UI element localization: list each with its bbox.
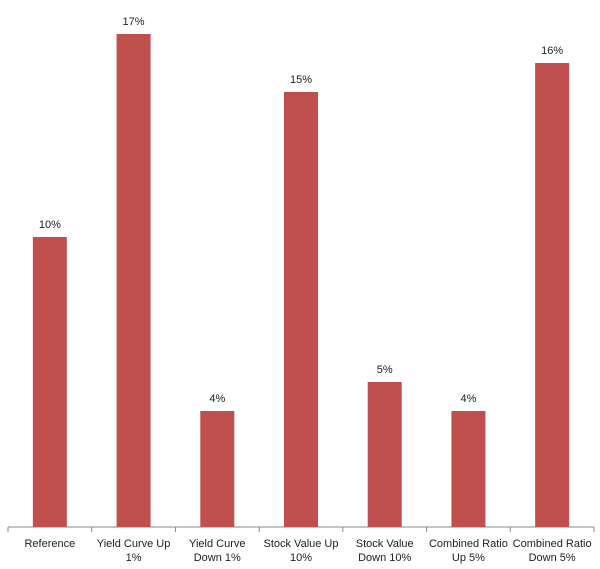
- bar: [535, 63, 570, 527]
- bar: [451, 411, 486, 527]
- x-tick-label: Combined Ratio Up 5%: [429, 538, 508, 564]
- bar: [116, 34, 151, 527]
- x-tick-label: Reference: [24, 538, 75, 550]
- x-tick-label: Combined Ratio Down 5%: [513, 538, 592, 564]
- bar-value-label: 10%: [39, 219, 61, 231]
- x-tick-label: Stock Value Up 10%: [263, 538, 338, 564]
- bar: [200, 411, 235, 527]
- bar-value-label: 15%: [290, 74, 312, 86]
- bar-value-label: 17%: [123, 16, 145, 28]
- x-tick-label: Yield Curve Down 1%: [189, 538, 245, 564]
- bar-value-label: 5%: [377, 364, 393, 376]
- bar: [367, 382, 402, 527]
- bar: [32, 237, 67, 527]
- bar-value-label: 16%: [541, 45, 563, 57]
- bar-value-label: 4%: [460, 393, 476, 405]
- x-tick-label: Stock Value Down 10%: [356, 538, 414, 564]
- x-tick-label: Yield Curve Up 1%: [97, 538, 171, 564]
- bar-value-label: 4%: [209, 393, 225, 405]
- bar: [284, 92, 318, 527]
